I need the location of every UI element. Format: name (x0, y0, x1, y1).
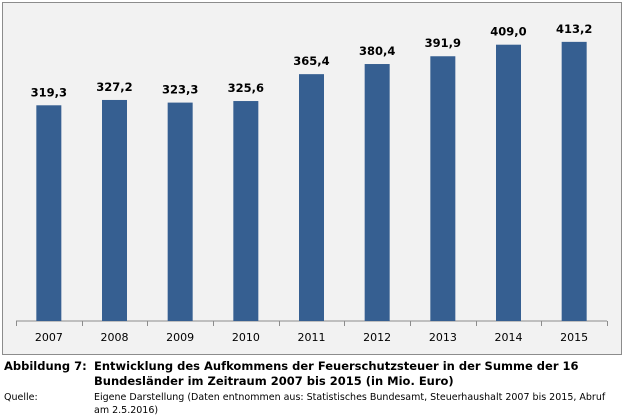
x-tick-label-2012: 2012 (363, 331, 391, 344)
figure-label: Abbildung 7: (4, 359, 87, 373)
bar-2007 (36, 105, 62, 322)
x-tick-label-2015: 2015 (560, 331, 588, 344)
bar-2014 (496, 44, 521, 321)
source-label: Quelle: (4, 392, 38, 403)
bar-2010 (233, 101, 259, 321)
figure-caption-line2: Bundesländer im Zeitraum 2007 bis 2015 (… (94, 374, 454, 388)
x-tick-label-2010: 2010 (232, 331, 260, 344)
data-label-2015: 413,2 (556, 22, 592, 36)
data-label-2010: 325,6 (228, 81, 264, 95)
x-tick-label-2013: 2013 (429, 331, 457, 344)
bar-2011 (299, 74, 324, 321)
x-tick-label-2014: 2014 (495, 331, 523, 344)
data-label-2007: 319,3 (31, 85, 67, 99)
figure-caption-line1: Entwicklung des Aufkommens der Feuerschu… (94, 359, 579, 373)
bar-2015 (561, 41, 587, 321)
bar-2009 (167, 102, 193, 321)
data-label-2012: 380,4 (359, 44, 395, 58)
bar-chart: 319,3 2007 327,2 2008 323,3 2009 325,6 2010 365,… (16, 22, 608, 344)
x-tick-label-2011: 2011 (298, 331, 326, 344)
data-label-2011: 365,4 (293, 54, 329, 68)
bar-2013 (430, 56, 456, 321)
x-tick-label-2007: 2007 (35, 331, 63, 344)
data-label-2008: 327,2 (96, 80, 132, 94)
data-label-2013: 391,9 (425, 36, 461, 50)
x-tick-label-2008: 2008 (101, 331, 129, 344)
x-tick-label-2009: 2009 (166, 331, 194, 344)
bar-2008 (102, 99, 127, 321)
data-label-2014: 409,0 (490, 25, 526, 39)
data-label-2009: 323,3 (162, 83, 198, 97)
bar-2012 (364, 64, 390, 321)
source-text-line1: Eigene Darstellung (Daten entnommen aus:… (94, 392, 606, 403)
source-text-line2: am 2.5.2016) (94, 405, 159, 416)
